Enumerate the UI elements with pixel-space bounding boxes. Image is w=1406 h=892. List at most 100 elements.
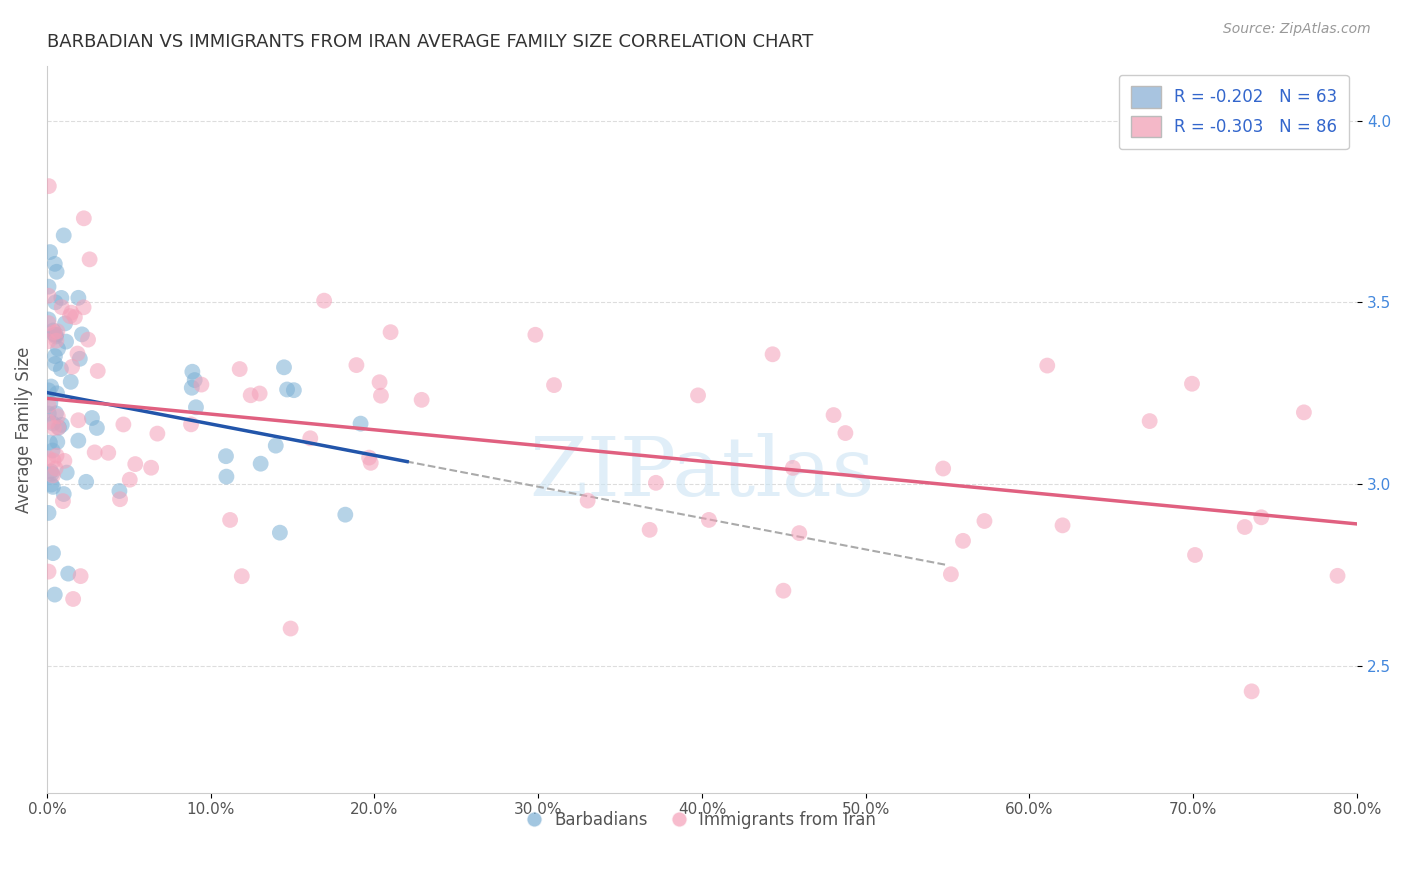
Point <box>576 493 599 508</box>
Point <box>44 588 66 602</box>
Point <box>44 257 66 271</box>
Point <box>86 421 108 435</box>
Point <box>53 454 76 468</box>
Point <box>184 401 207 415</box>
Point <box>38 506 60 520</box>
Point <box>118 473 141 487</box>
Point <box>180 381 202 395</box>
Point <box>62 591 84 606</box>
Point <box>38 279 60 293</box>
Point <box>38 312 60 326</box>
Point <box>97 446 120 460</box>
Point <box>55 334 77 349</box>
Point <box>42 546 65 560</box>
Point <box>67 291 90 305</box>
Point <box>41 443 63 458</box>
Point <box>55 466 77 480</box>
Point <box>59 375 82 389</box>
Y-axis label: Average Family Size: Average Family Size <box>15 346 32 513</box>
Point <box>112 417 135 432</box>
Point <box>79 252 101 267</box>
Point <box>42 480 65 494</box>
Point <box>280 622 302 636</box>
Point <box>38 398 60 412</box>
Point <box>349 417 371 431</box>
Point <box>67 413 90 427</box>
Point <box>638 523 661 537</box>
Point <box>180 417 202 432</box>
Point <box>46 342 69 356</box>
Point <box>368 376 391 390</box>
Point <box>782 461 804 475</box>
Point <box>524 327 547 342</box>
Point <box>411 392 433 407</box>
Point <box>38 451 60 466</box>
Point <box>697 513 720 527</box>
Point <box>39 464 62 478</box>
Point <box>239 388 262 402</box>
Point <box>834 425 856 440</box>
Point <box>761 347 783 361</box>
Point <box>83 445 105 459</box>
Point <box>181 365 204 379</box>
Point <box>249 457 271 471</box>
Point <box>314 293 336 308</box>
Point <box>45 449 67 463</box>
Point <box>63 310 86 325</box>
Point <box>686 388 709 402</box>
Point <box>70 327 93 342</box>
Point <box>335 508 357 522</box>
Point <box>1233 520 1256 534</box>
Point <box>44 295 66 310</box>
Point <box>219 513 242 527</box>
Point <box>45 461 67 475</box>
Point <box>39 396 62 410</box>
Point <box>1036 359 1059 373</box>
Point <box>51 291 73 305</box>
Point <box>51 417 73 432</box>
Point <box>45 406 67 420</box>
Point <box>273 360 295 375</box>
Point <box>124 457 146 471</box>
Point <box>146 426 169 441</box>
Point <box>53 317 76 331</box>
Point <box>51 300 73 314</box>
Point <box>38 289 60 303</box>
Point <box>52 487 75 501</box>
Point <box>59 309 82 323</box>
Legend: Barbadians, Immigrants from Iran: Barbadians, Immigrants from Iran <box>522 804 883 835</box>
Point <box>249 386 271 401</box>
Point <box>38 407 60 421</box>
Point <box>108 492 131 507</box>
Point <box>1139 414 1161 428</box>
Point <box>380 325 402 339</box>
Text: Source: ZipAtlas.com: Source: ZipAtlas.com <box>1223 22 1371 37</box>
Point <box>139 460 162 475</box>
Point <box>543 378 565 392</box>
Point <box>269 525 291 540</box>
Point <box>48 420 70 434</box>
Point <box>1052 518 1074 533</box>
Point <box>38 565 60 579</box>
Point <box>52 228 75 243</box>
Point <box>42 421 65 435</box>
Point <box>183 373 205 387</box>
Point <box>283 383 305 397</box>
Point <box>1250 510 1272 524</box>
Point <box>80 411 103 425</box>
Point <box>108 483 131 498</box>
Point <box>973 514 995 528</box>
Point <box>299 431 322 445</box>
Point <box>38 334 60 348</box>
Point <box>38 316 60 330</box>
Point <box>46 324 69 338</box>
Point <box>73 211 96 226</box>
Point <box>42 417 65 431</box>
Point <box>1240 684 1263 698</box>
Point <box>45 329 67 343</box>
Point <box>60 306 83 320</box>
Point <box>45 327 67 342</box>
Point <box>60 359 83 374</box>
Point <box>44 349 66 363</box>
Point <box>215 469 238 483</box>
